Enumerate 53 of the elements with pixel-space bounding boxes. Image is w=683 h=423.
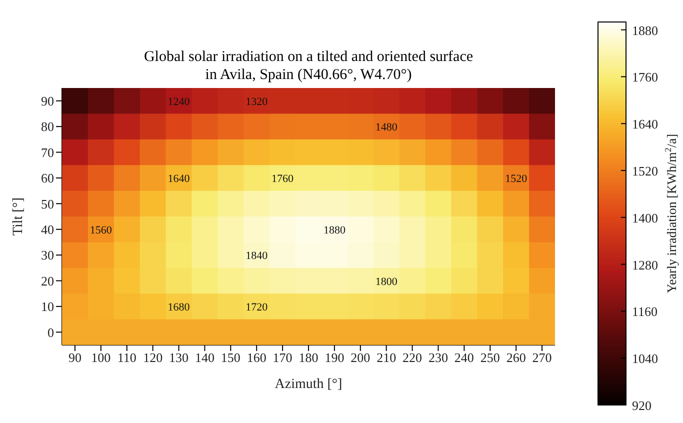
color-bar-label: 1040: [632, 351, 658, 366]
x-tick-label: 180: [298, 350, 318, 366]
annotation: 1480: [375, 122, 398, 134]
annotation: 1760: [272, 172, 294, 185]
x-tick-label: 90: [68, 350, 82, 366]
y-tick-label: 50: [41, 196, 54, 212]
x-tick-label: 170: [272, 350, 292, 366]
color-bar-label: 1640: [632, 116, 658, 132]
x-tick-label: 150: [220, 350, 240, 366]
y-tick-label: 60: [41, 170, 54, 186]
y-tick-label: 20: [41, 273, 54, 288]
color-bar-label: 1160: [632, 304, 658, 320]
annotation: 1680: [168, 301, 190, 314]
color-bar-label: 1520: [632, 164, 658, 179]
x-axis-title: Azimuth [°]: [274, 377, 342, 392]
annotation: 1560: [90, 224, 112, 236]
annotation: 1840: [246, 250, 268, 262]
x-tick-label: 160: [246, 350, 266, 366]
x-tick-label: 100: [91, 350, 111, 366]
x-tick-label: 120: [143, 350, 163, 366]
annotation: 1240: [168, 96, 190, 108]
x-tick-label: 110: [117, 350, 136, 366]
x-tick-label: 190: [324, 350, 344, 366]
x-tick-label: 230: [428, 350, 448, 366]
chart-title: Global solar irradiation on a tilted and oriented surface in Avila, Spain (N40.66°, W4.70°): [142, 48, 474, 84]
y-tick-label: 40: [41, 222, 54, 237]
x-tick-label: 130: [169, 350, 189, 366]
color-bar-label: 1880: [632, 22, 658, 38]
color-bar-label: 1760: [632, 70, 658, 85]
x-tick-label: 250: [480, 350, 500, 366]
x-tick-label: 270: [532, 350, 552, 366]
annotation: 1720: [246, 301, 268, 314]
y-tick-label: 70: [41, 144, 54, 160]
x-tick-label: 210: [376, 350, 396, 366]
y-tick-label: 30: [41, 248, 54, 263]
annotation: 1520: [505, 172, 528, 185]
color-bar-label: 1280: [632, 257, 658, 272]
color-bar-label: 920: [632, 398, 652, 413]
x-tick-label: 200: [350, 350, 370, 366]
annotation: 1880: [323, 224, 346, 236]
annotation: 1640: [168, 172, 190, 185]
y-tick-label: 0: [48, 324, 54, 340]
y-tick-label: 10: [41, 299, 54, 314]
x-tick-label: 240: [454, 350, 474, 366]
annotation: 1800: [375, 276, 398, 288]
color-bar-label: 1400: [632, 210, 658, 226]
y-axis-title: Tilt [°]: [10, 197, 26, 236]
x-tick-label: 260: [506, 350, 526, 366]
x-tick-label: 220: [402, 350, 422, 366]
y-tick-label: 90: [41, 93, 54, 108]
annotation: 1320: [246, 96, 268, 108]
x-tick-label: 140: [194, 350, 214, 366]
y-tick-label: 80: [41, 119, 54, 134]
